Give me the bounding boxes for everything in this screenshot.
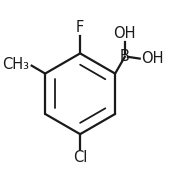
Text: B: B: [120, 49, 130, 64]
Text: Cl: Cl: [73, 150, 87, 165]
Text: CH₃: CH₃: [2, 57, 29, 72]
Text: OH: OH: [141, 51, 164, 66]
Text: OH: OH: [113, 26, 136, 41]
Text: F: F: [76, 21, 84, 35]
